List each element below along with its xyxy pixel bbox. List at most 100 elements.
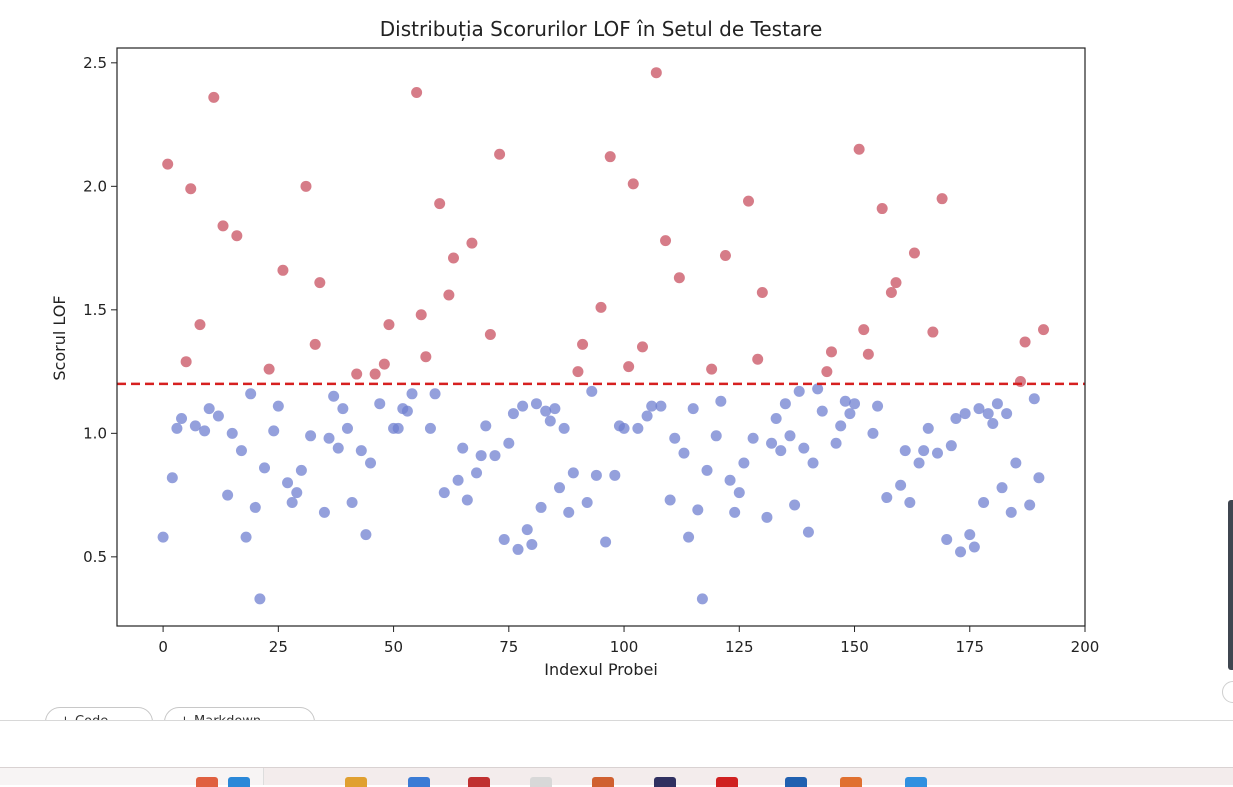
data-point (650, 67, 662, 79)
data-point (401, 405, 413, 417)
firefox-icon[interactable] (840, 777, 862, 787)
data-point (471, 467, 483, 479)
data-point (406, 388, 418, 400)
pencil-icon[interactable] (196, 777, 218, 787)
data-point (775, 445, 787, 457)
data-point (922, 422, 934, 434)
word-icon[interactable] (785, 777, 807, 787)
data-point (839, 395, 851, 407)
x-axis-label: Indexul Probei (544, 660, 658, 679)
data-point (530, 398, 542, 410)
data-point (687, 403, 699, 415)
data-point (166, 472, 178, 484)
data-point (752, 353, 764, 365)
y-tick-label: 2.5 (83, 54, 107, 72)
gmail-icon[interactable] (468, 777, 490, 787)
data-point (821, 366, 833, 378)
store-icon[interactable] (408, 777, 430, 787)
data-point (318, 506, 330, 518)
data-point (291, 487, 303, 499)
data-point (899, 445, 911, 457)
data-point (180, 356, 192, 368)
data-point (563, 506, 575, 518)
data-point (595, 301, 607, 313)
data-point (784, 430, 796, 442)
data-point (489, 450, 501, 462)
edge-icon[interactable] (228, 777, 250, 787)
data-point (609, 469, 621, 481)
data-point (392, 422, 404, 434)
data-point (807, 457, 819, 469)
data-point (1024, 499, 1036, 511)
data-point (964, 529, 976, 541)
data-point (581, 496, 593, 508)
y-axis: 0.5 1.0 1.5 2.0 2.5 (83, 54, 117, 566)
data-point (484, 329, 496, 341)
record-icon[interactable] (716, 777, 738, 787)
data-point (669, 432, 681, 444)
data-point (696, 593, 708, 605)
data-point (968, 541, 980, 553)
data-point (738, 457, 750, 469)
data-point (673, 272, 685, 284)
data-point (692, 504, 704, 516)
data-point (867, 427, 879, 439)
data-point (858, 324, 870, 336)
data-point (507, 408, 519, 420)
app-icon[interactable] (905, 777, 927, 787)
browser-icon[interactable] (654, 777, 676, 787)
data-point (185, 183, 197, 195)
data-point (678, 447, 690, 459)
data-point (590, 469, 602, 481)
data-point (305, 430, 317, 442)
data-point (927, 326, 939, 338)
data-point (729, 506, 741, 518)
data-point (512, 543, 524, 555)
data-point (618, 422, 630, 434)
data-point (415, 309, 427, 321)
data-point (904, 496, 916, 508)
data-point (743, 195, 755, 207)
data-point (761, 511, 773, 523)
data-point (272, 400, 284, 412)
data-point (452, 474, 464, 486)
data-point (369, 368, 381, 380)
data-point (429, 388, 441, 400)
data-point (424, 422, 436, 434)
data-point (494, 148, 506, 160)
data-point (959, 408, 971, 420)
data-point (535, 501, 547, 513)
data-point (245, 388, 257, 400)
data-point (733, 487, 745, 499)
data-point (835, 420, 847, 432)
data-point (544, 415, 556, 427)
plot-frame (116, 47, 1086, 627)
notebook-footer (0, 721, 1233, 767)
scrollbar-handle[interactable] (1228, 500, 1233, 670)
data-point (756, 287, 768, 299)
data-point (411, 86, 423, 98)
x-tick-label: 175 (955, 638, 984, 656)
data-point (641, 410, 653, 422)
data-point (208, 91, 220, 103)
data-point (157, 531, 169, 543)
data-point (498, 534, 510, 546)
data-point (770, 413, 782, 425)
data-point (941, 534, 953, 546)
data-point (420, 351, 432, 363)
taskbar (0, 767, 1233, 787)
data-point (231, 230, 243, 242)
data-point (664, 494, 676, 506)
taskbar-search-area[interactable] (0, 768, 264, 785)
files-icon[interactable] (345, 777, 367, 787)
notebook-divider (0, 720, 1233, 721)
data-point (282, 477, 294, 489)
powerpoint-icon[interactable] (592, 777, 614, 787)
chrome-icon[interactable] (530, 777, 552, 787)
data-point (918, 445, 930, 457)
data-point (475, 450, 487, 462)
data-point (853, 143, 865, 155)
data-point (710, 430, 722, 442)
data-point (503, 437, 515, 449)
x-tick-label: 125 (725, 638, 754, 656)
